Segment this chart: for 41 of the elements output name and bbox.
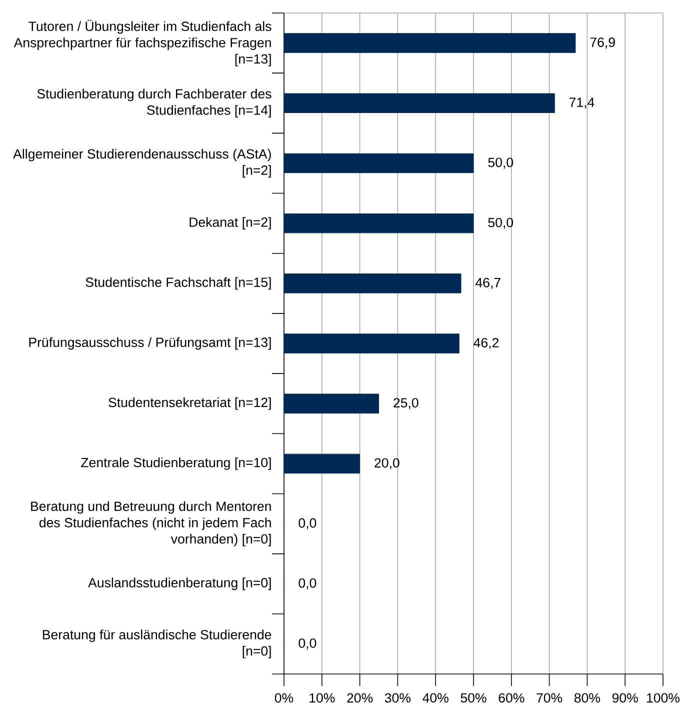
data-label: 46,7 [476,278,500,289]
y-tick-label: Allgemeiner Studierendenausschuss (AStA) [n=2] [13,148,271,178]
bar [284,454,360,474]
bar [284,213,474,234]
y-tick-label: Beratung und Betreuung durch Mentoren des Studienfaches (nicht in jedem Fach vorhanden) [n=0] [31,501,271,546]
y-tick-label: Studentische Fachschaft [n=15] [86,277,271,290]
x-tick-label: 80% [574,693,600,703]
y-tick-label: Dekanat [n=2] [190,217,271,230]
y-tick-label: Studienberatung durch Fachberater des Studienfaches [n=14] [37,88,272,118]
data-label: 71,4 [569,98,594,109]
data-label: 50,0 [488,158,514,169]
data-label: 20,0 [374,458,400,470]
bar [284,334,460,354]
data-label: 0,0 [298,578,316,590]
y-tick-label: Auslandsstudienberatung [n=0] [88,578,271,590]
x-tick-label: 60% [498,693,524,703]
y-tick-label: Tutoren / Übungsleiter im Studienfach als Ansprechpartner für fachspezifische Fragen [n=13] [14,20,272,66]
x-tick-label: 70% [536,693,562,703]
data-label: 46,2 [474,338,499,349]
bar [284,153,474,174]
bar [284,33,576,53]
x-tick-label: 40% [422,693,448,703]
data-label: 25,0 [394,398,418,410]
data-label: 50,0 [488,218,514,229]
y-tick-label: Prüfungsausschuss / Prüfungsamt [n=13] [29,337,271,350]
bar [284,93,555,113]
data-label: 0,0 [298,638,316,650]
data-label: 0,0 [298,518,316,530]
x-tick-label: 10% [310,693,335,703]
data-label: 76,9 [590,38,615,49]
x-tick-label: 0% [274,693,294,703]
y-tick-label: Beratung für ausländische Studierende [n=0] [42,630,272,658]
x-tick-label: 20% [347,693,373,703]
x-tick-label: 50% [460,693,486,703]
x-tick-label: 30% [384,693,411,703]
x-tick-label: 100% [647,693,680,703]
bar [284,274,462,294]
y-tick-label: Zentrale Studienberatung [n=10] [81,457,271,470]
x-tick-label: 90% [612,693,638,703]
bar [284,394,379,414]
y-tick-label: Studentensekretariat [n=12] [108,397,271,410]
